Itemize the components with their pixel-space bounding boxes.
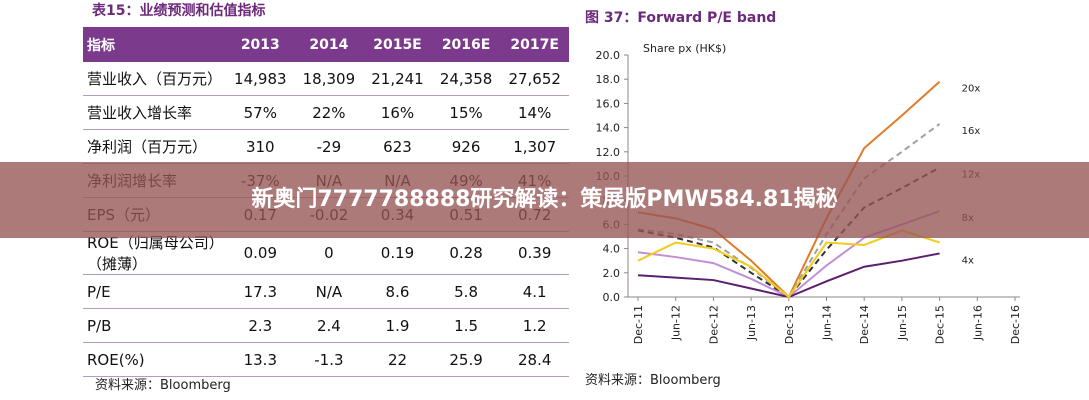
chart-title: 图 37：Forward P/E band bbox=[585, 10, 776, 26]
table-cell: 28.4 bbox=[500, 342, 569, 377]
x-tick-label: Dec-11 bbox=[632, 305, 645, 344]
table-row: ROE（归属母公司）（摊薄） 0.09 0 0.19 0.28 0.39 bbox=[83, 231, 569, 275]
x-tick-label: Jun-15 bbox=[896, 305, 909, 341]
x-tick-label: Dec-15 bbox=[934, 305, 947, 344]
table-cell: 0.28 bbox=[431, 231, 501, 275]
table-cell: 15% bbox=[431, 95, 501, 130]
header-cell: 2016E bbox=[431, 27, 501, 62]
table-cell: 营业收入（百万元） bbox=[83, 62, 226, 96]
y-axis-label: Share px (HK$) bbox=[643, 42, 726, 55]
table-cell: 8.6 bbox=[363, 274, 432, 309]
y-tick-label: 2.0 bbox=[603, 267, 621, 280]
table-cell: 27,652 bbox=[500, 62, 569, 96]
table-cell: P/E bbox=[83, 274, 226, 309]
table-cell: 22 bbox=[363, 342, 432, 377]
table-cell: 24,358 bbox=[431, 62, 501, 96]
table-cell: 4.1 bbox=[500, 274, 569, 309]
table-cell: 14,983 bbox=[226, 62, 295, 96]
table-cell: -29 bbox=[294, 129, 364, 164]
x-tick-label: Dec-12 bbox=[707, 305, 720, 344]
table-cell: 2.3 bbox=[226, 308, 295, 343]
table-cell: 25.9 bbox=[431, 342, 501, 377]
header-cell: 2013 bbox=[226, 27, 295, 62]
table-cell: ROE(%) bbox=[83, 342, 226, 377]
table-cell: 1.2 bbox=[500, 308, 569, 343]
series-line bbox=[637, 229, 940, 299]
x-tick-label: Dec-13 bbox=[783, 305, 796, 344]
header-cell: 2015E bbox=[363, 27, 432, 62]
table-cell: N/A bbox=[294, 274, 364, 309]
table-source: 资料来源：Bloomberg bbox=[95, 378, 231, 393]
x-tick-label: Jun-16 bbox=[971, 305, 984, 341]
x-tick-label: Jun-13 bbox=[745, 305, 758, 341]
header-cell: 2017E bbox=[500, 27, 569, 62]
table-row: 营业收入增长率 57% 22% 16% 15% 14% bbox=[83, 95, 569, 130]
table-cell: 0 bbox=[294, 231, 364, 275]
series-label: 16x bbox=[962, 126, 981, 137]
table-cell: 0.39 bbox=[500, 231, 569, 275]
table-cell: 净利润（百万元） bbox=[83, 129, 226, 164]
table-cell: 22% bbox=[294, 95, 364, 130]
table-cell: P/B bbox=[83, 308, 226, 343]
table-cell: 926 bbox=[431, 129, 501, 164]
series-line bbox=[637, 252, 940, 299]
table-cell: 13.3 bbox=[226, 342, 295, 377]
table-cell: 营业收入增长率 bbox=[83, 95, 226, 130]
y-tick-label: 0.0 bbox=[603, 291, 621, 304]
table-cell: 0.09 bbox=[226, 231, 295, 275]
table-cell: 16% bbox=[363, 95, 432, 130]
table-cell: 5.8 bbox=[431, 274, 501, 309]
y-tick-label: 12.0 bbox=[596, 146, 621, 159]
header-cell: 2014 bbox=[294, 27, 364, 62]
x-tick-label: Dec-14 bbox=[858, 305, 871, 344]
x-tick-label: Jun-14 bbox=[821, 305, 834, 341]
table-cell: -1.3 bbox=[294, 342, 364, 377]
table-cell: 623 bbox=[363, 129, 432, 164]
table-cell: 14% bbox=[500, 95, 569, 130]
table-cell: 18,309 bbox=[294, 62, 364, 96]
series-label: 20x bbox=[962, 84, 981, 95]
table-cell: 57% bbox=[226, 95, 295, 130]
table-title: 表15：业绩预测和估值指标 bbox=[92, 3, 266, 19]
y-tick-label: 18.0 bbox=[596, 73, 621, 86]
y-tick-label: 16.0 bbox=[596, 97, 621, 110]
banner: 新奥门7777788888研究解读：策展版PMW584.81揭秘 bbox=[0, 162, 1089, 238]
x-tick-label: Dec-16 bbox=[1009, 305, 1022, 344]
series-label: 4x bbox=[962, 255, 974, 266]
table-cell: 21,241 bbox=[363, 62, 432, 96]
table-cell: ROE（归属母公司）（摊薄） bbox=[83, 231, 226, 275]
table-cell: 1,307 bbox=[500, 129, 569, 164]
y-tick-label: 20.0 bbox=[596, 49, 621, 62]
header-row: 指标 2013 2014 2015E 2016E 2017E bbox=[83, 27, 569, 62]
table-row: P/E 17.3 N/A 8.6 5.8 4.1 bbox=[83, 274, 569, 309]
y-tick-label: 14.0 bbox=[596, 122, 621, 135]
table-row: P/B 2.3 2.4 1.9 1.5 1.2 bbox=[83, 308, 569, 343]
table-row: ROE(%) 13.3 -1.3 22 25.9 28.4 bbox=[83, 342, 569, 377]
header-cell: 指标 bbox=[83, 27, 226, 62]
table-cell: 0.19 bbox=[363, 231, 432, 275]
table-cell: 1.9 bbox=[363, 308, 432, 343]
y-tick-label: 4.0 bbox=[603, 243, 621, 256]
table-cell: 17.3 bbox=[226, 274, 295, 309]
table-cell: 1.5 bbox=[431, 308, 501, 343]
x-tick-label: Jun-12 bbox=[670, 305, 683, 341]
chart-source: 资料来源：Bloomberg bbox=[585, 373, 721, 388]
table-row: 营业收入（百万元） 14,983 18,309 21,241 24,358 27,652 bbox=[83, 62, 569, 96]
table-cell: 2.4 bbox=[294, 308, 364, 343]
